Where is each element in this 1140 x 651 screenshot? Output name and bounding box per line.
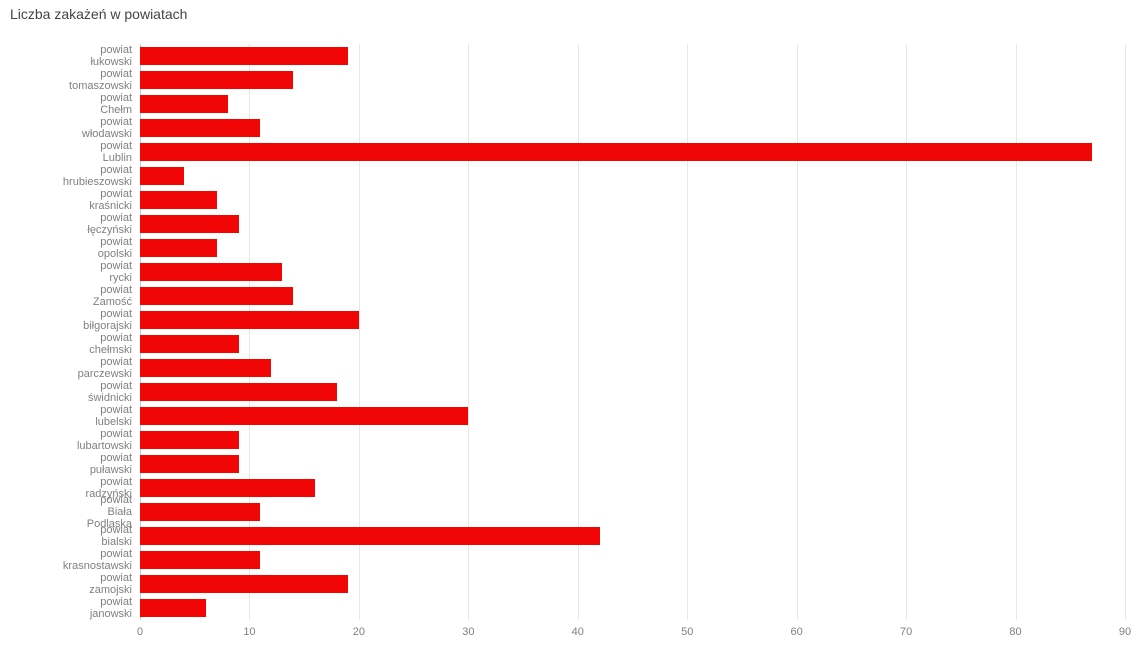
bar (140, 71, 293, 89)
bar-row: powiat hrubieszowski (140, 164, 1125, 188)
bar (140, 263, 282, 281)
bar-row: powiat Biała Podlaska (140, 500, 1125, 524)
x-tick-label: 60 (791, 626, 803, 638)
bar-row: powiat biłgorajski (140, 308, 1125, 332)
bar (140, 455, 239, 473)
bar-row: powiat łukowski (140, 44, 1125, 68)
category-label: powiat lubartowski (77, 428, 132, 452)
x-tick-label: 50 (681, 626, 693, 638)
bar-row: powiat krasnostawski (140, 548, 1125, 572)
bar-row: powiat Chełm (140, 92, 1125, 116)
category-label: powiat chełmski (89, 332, 132, 356)
bar-row: powiat świdnicki (140, 380, 1125, 404)
x-tick-label: 70 (900, 626, 912, 638)
bar (140, 239, 217, 257)
bar-row: powiat łęczyński (140, 212, 1125, 236)
chart-container: Liczba zakażeń w powiatach 0102030405060… (0, 0, 1140, 651)
bar (140, 599, 206, 617)
bar (140, 335, 239, 353)
chart-title: Liczba zakażeń w powiatach (10, 6, 187, 22)
bar-row: powiat kraśnicki (140, 188, 1125, 212)
category-label: powiat kraśnicki (89, 188, 132, 212)
bar-row: powiat tomaszowski (140, 68, 1125, 92)
category-label: powiat zamojski (89, 572, 132, 596)
bar (140, 407, 468, 425)
category-label: powiat puławski (90, 452, 132, 476)
bar (140, 143, 1092, 161)
bar-row: powiat janowski (140, 596, 1125, 620)
bar (140, 95, 228, 113)
x-tick-label: 90 (1119, 626, 1131, 638)
category-label: powiat świdnicki (88, 380, 132, 404)
x-tick-label: 0 (137, 626, 143, 638)
bar (140, 311, 359, 329)
bar (140, 527, 600, 545)
bar (140, 287, 293, 305)
bar-row: powiat Zamość (140, 284, 1125, 308)
category-label: powiat łęczyński (87, 212, 132, 236)
category-label: powiat parczewski (78, 356, 132, 380)
category-label: powiat łukowski (90, 44, 132, 68)
bar (140, 431, 239, 449)
bar-row: powiat lubelski (140, 404, 1125, 428)
bar-row: powiat lubartowski (140, 428, 1125, 452)
x-tick-label: 10 (243, 626, 255, 638)
bar-row: powiat rycki (140, 260, 1125, 284)
category-label: powiat Lublin (100, 140, 132, 164)
category-label: powiat lubelski (95, 404, 132, 428)
x-tick-label: 80 (1009, 626, 1021, 638)
bar-row: powiat zamojski (140, 572, 1125, 596)
grid-line (1125, 44, 1126, 620)
x-tick-label: 40 (572, 626, 584, 638)
bar (140, 503, 260, 521)
x-tick-label: 20 (353, 626, 365, 638)
bar-row: powiat Lublin (140, 140, 1125, 164)
category-label: powiat janowski (90, 596, 132, 620)
bar (140, 119, 260, 137)
bar (140, 551, 260, 569)
bar (140, 47, 348, 65)
bar-row: powiat bialski (140, 524, 1125, 548)
bar (140, 479, 315, 497)
category-label: powiat bialski (100, 524, 132, 548)
bar-row: powiat parczewski (140, 356, 1125, 380)
bar-row: powiat chełmski (140, 332, 1125, 356)
plot-area: 0102030405060708090powiat łukowskipowiat… (140, 44, 1125, 620)
bar-row: powiat włodawski (140, 116, 1125, 140)
x-tick-label: 30 (462, 626, 474, 638)
category-label: powiat włodawski (82, 116, 132, 140)
bar (140, 359, 271, 377)
bar (140, 383, 337, 401)
bar-row: powiat puławski (140, 452, 1125, 476)
category-label: powiat opolski (98, 236, 132, 260)
category-label: powiat tomaszowski (69, 68, 132, 92)
category-label: powiat Chełm (100, 92, 132, 116)
category-label: powiat biłgorajski (83, 308, 132, 332)
category-label: powiat hrubieszowski (63, 164, 132, 188)
bar-row: powiat opolski (140, 236, 1125, 260)
bar (140, 191, 217, 209)
category-label: powiat krasnostawski (63, 548, 132, 572)
bar (140, 575, 348, 593)
bar-row: powiat radzyński (140, 476, 1125, 500)
bar (140, 167, 184, 185)
category-label: powiat Zamość (93, 284, 132, 308)
category-label: powiat rycki (100, 260, 132, 284)
bar (140, 215, 239, 233)
